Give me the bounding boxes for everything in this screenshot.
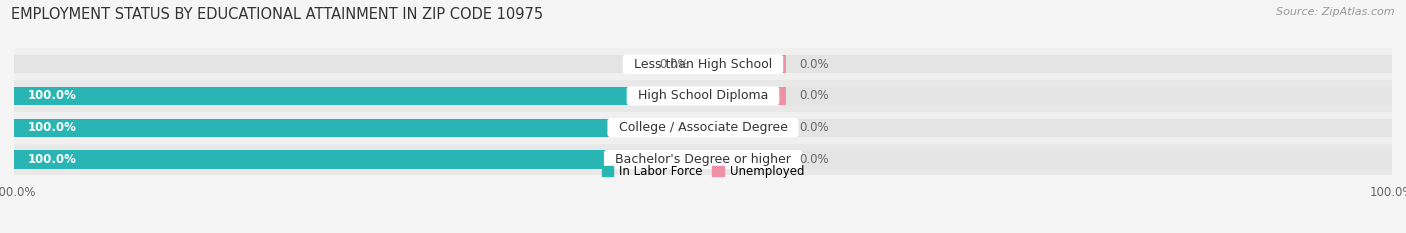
Bar — [14, 80, 1392, 112]
Legend: In Labor Force, Unemployed: In Labor Force, Unemployed — [598, 160, 808, 183]
Bar — [14, 144, 1392, 175]
Bar — [14, 87, 703, 105]
Bar — [14, 119, 1392, 137]
Text: 100.0%: 100.0% — [28, 89, 77, 103]
Bar — [14, 48, 1392, 80]
Bar — [14, 150, 1392, 169]
Text: 0.0%: 0.0% — [659, 58, 689, 71]
Text: EMPLOYMENT STATUS BY EDUCATIONAL ATTAINMENT IN ZIP CODE 10975: EMPLOYMENT STATUS BY EDUCATIONAL ATTAINM… — [11, 7, 543, 22]
Text: Source: ZipAtlas.com: Source: ZipAtlas.com — [1277, 7, 1395, 17]
Text: 100.0%: 100.0% — [28, 153, 77, 166]
Bar — [703, 150, 786, 169]
Text: 0.0%: 0.0% — [800, 89, 830, 103]
Bar — [703, 119, 786, 137]
Text: High School Diploma: High School Diploma — [630, 89, 776, 103]
Text: College / Associate Degree: College / Associate Degree — [610, 121, 796, 134]
Bar — [14, 87, 1392, 105]
Bar — [14, 119, 703, 137]
Text: 100.0%: 100.0% — [28, 121, 77, 134]
Text: 0.0%: 0.0% — [800, 153, 830, 166]
Text: Bachelor's Degree or higher: Bachelor's Degree or higher — [607, 153, 799, 166]
Bar — [703, 55, 786, 73]
Bar — [703, 87, 786, 105]
Bar — [14, 55, 1392, 73]
Text: 0.0%: 0.0% — [800, 121, 830, 134]
Bar — [14, 112, 1392, 144]
Text: Less than High School: Less than High School — [626, 58, 780, 71]
Text: 0.0%: 0.0% — [800, 58, 830, 71]
Bar — [14, 150, 703, 169]
